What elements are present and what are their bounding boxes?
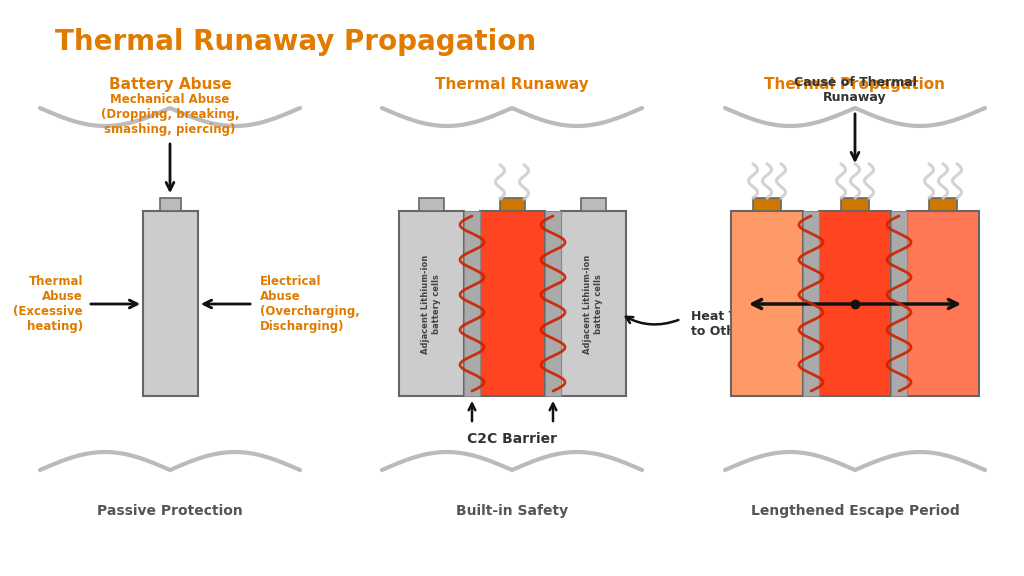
Bar [419,198,443,211]
Bar [819,211,891,396]
Bar [160,198,181,211]
Text: Thermal Runaway Propagation: Thermal Runaway Propagation [55,28,537,56]
Text: Heat Transfer
to Other Cells: Heat Transfer to Other Cells [691,310,787,338]
Text: Lengthened Escape Period: Lengthened Escape Period [751,504,959,518]
Text: Thermal Runaway: Thermal Runaway [435,77,589,92]
Text: Thermal Propagation: Thermal Propagation [765,77,945,92]
Bar [545,211,561,396]
Text: C2C Barrier: C2C Barrier [467,432,557,446]
Text: Adjacent Lithium-ion
battery cells: Adjacent Lithium-ion battery cells [421,255,440,354]
Bar [143,211,198,396]
Text: Cause of Thermal
Runaway: Cause of Thermal Runaway [794,76,916,104]
Bar [842,198,868,211]
Bar [930,198,956,211]
Bar [399,211,464,396]
Bar [561,211,626,396]
Text: Adjacent Lithium-ion
battery cells: Adjacent Lithium-ion battery cells [584,255,603,354]
Bar [907,211,979,396]
Text: Mechanical Abuse
(Dropping, breaking,
smashing, piercing): Mechanical Abuse (Dropping, breaking, sm… [100,93,240,136]
Text: Built-in Safety: Built-in Safety [456,504,568,518]
Text: Battery Abuse: Battery Abuse [109,77,231,92]
Bar [754,198,780,211]
Text: Thermal
Abuse
(Excessive
heating): Thermal Abuse (Excessive heating) [13,275,83,333]
Text: Passive Protection: Passive Protection [97,504,243,518]
Bar [480,211,545,396]
Bar [582,198,606,211]
Bar [464,211,480,396]
Text: Electrical
Abuse
(Overcharging,
Discharging): Electrical Abuse (Overcharging, Discharg… [260,275,359,333]
Bar [500,198,525,211]
Bar [803,211,819,396]
Bar [891,211,907,396]
Bar [731,211,803,396]
